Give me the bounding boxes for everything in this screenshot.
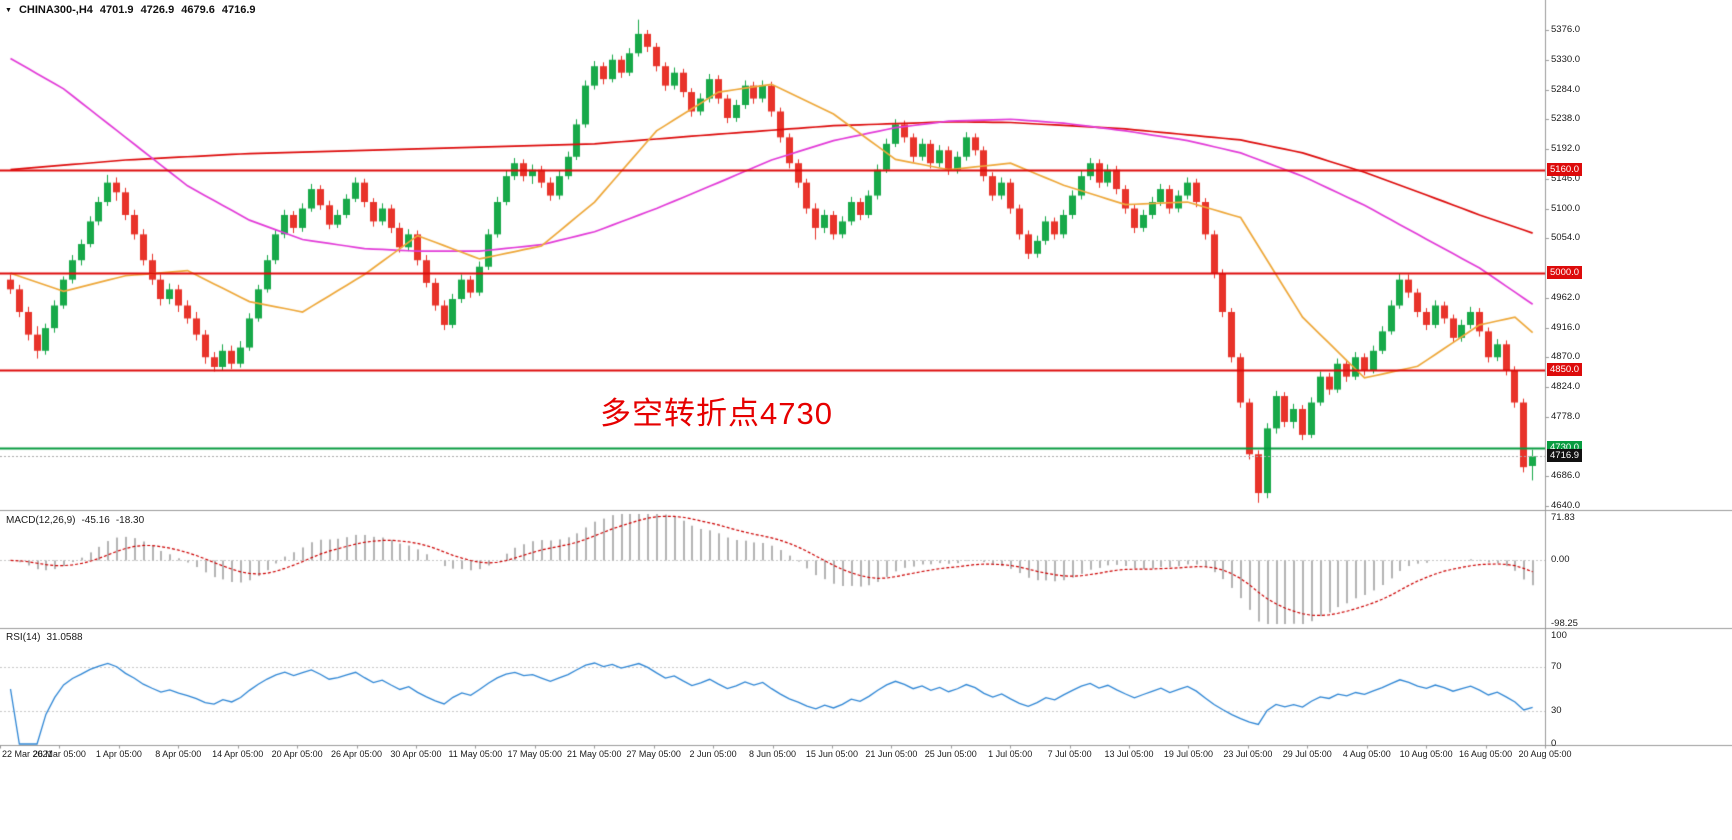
macd-signal-value: -18.30 xyxy=(115,515,145,526)
rsi-label: RSI(14) xyxy=(6,632,41,643)
ohlc-high-value: 4726.9 xyxy=(140,4,175,16)
macd-label: MACD(12,26,9) xyxy=(6,515,76,526)
macd-indicator-header: MACD(12,26,9) -45.16 -18.30 xyxy=(6,515,144,526)
ohlc-open-value: 4701.9 xyxy=(99,4,134,16)
annotation-text: 多空转折点4730 xyxy=(600,396,833,431)
symbol-dropdown-icon[interactable]: ▼ xyxy=(5,6,12,14)
rsi-value: 31.0588 xyxy=(46,632,83,643)
rsi-indicator-header: RSI(14) 31.0588 xyxy=(6,632,83,643)
chart-header: ▼ CHINA300-,H4 4701.9 4726.9 4679.6 4716… xyxy=(5,4,256,16)
symbol-period-label: CHINA300-,H4 xyxy=(18,4,93,16)
macd-main-value: -45.16 xyxy=(81,515,110,526)
ohlc-low-value: 4679.6 xyxy=(181,4,215,16)
ohlc-close-value: 4716.9 xyxy=(221,4,256,16)
